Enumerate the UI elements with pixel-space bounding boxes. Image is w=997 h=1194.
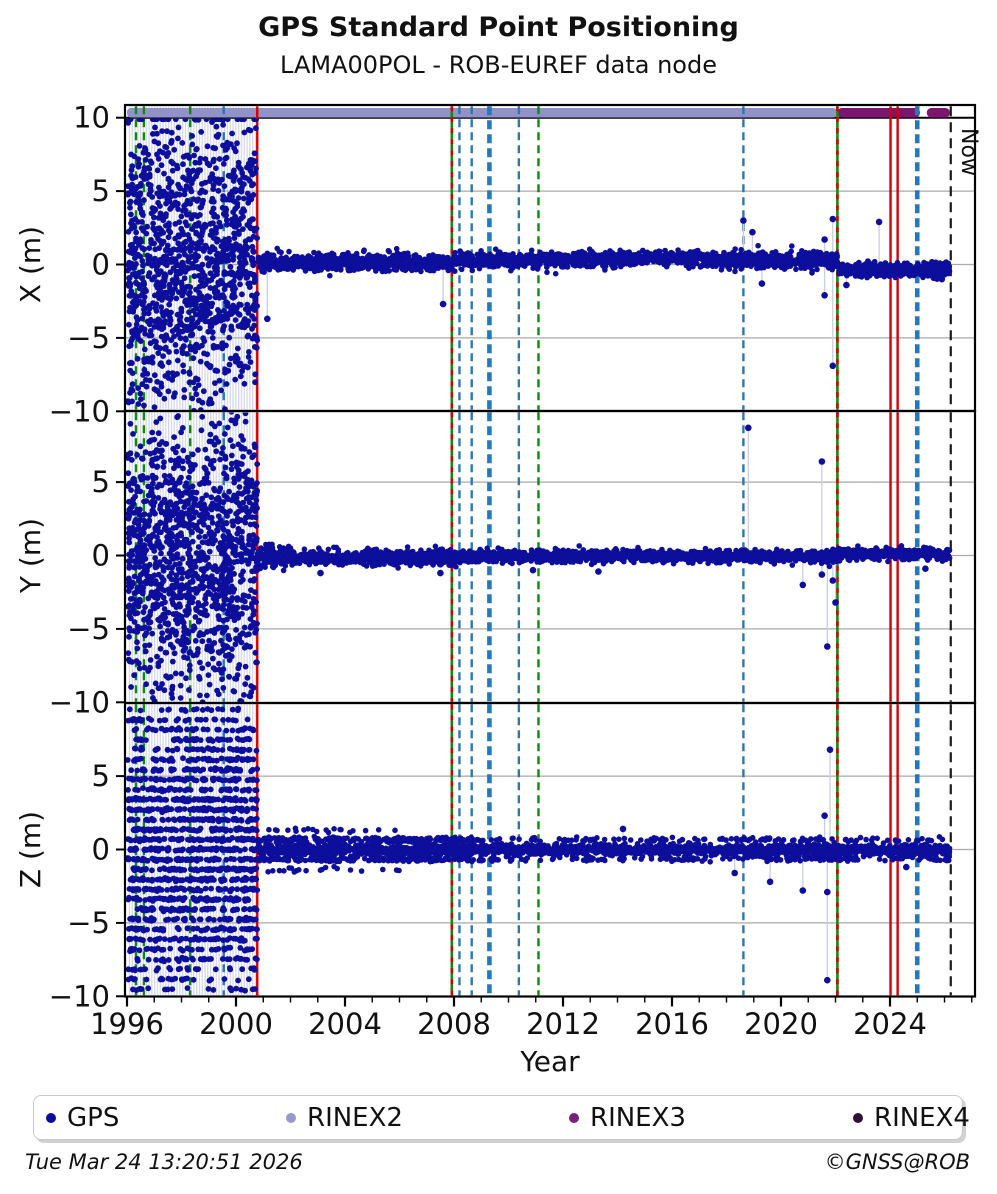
x-axis-title: Year <box>519 1045 580 1078</box>
legend-label: GPS <box>67 1102 120 1133</box>
x-tick-label: 2008 <box>417 1007 491 1041</box>
chart-canvas: Now 10 5 0 −5 −10 X (m) 5 0 −5 −10 Y (m) 5 0 −5 −10 Z (m… <box>14 101 981 1078</box>
gps-points <box>126 412 953 702</box>
y-tick-label: 5 <box>92 465 110 499</box>
y-tick-label: 0 <box>92 248 110 282</box>
rinex2-marker-icon <box>286 1112 296 1123</box>
rinex3-bar <box>837 108 950 118</box>
page-title: GPS Standard Point Positioning <box>258 12 739 43</box>
x-tick-label: 2024 <box>853 1007 927 1041</box>
legend-item-rinex4: RINEX4 <box>853 1096 970 1139</box>
y-tick-label: −5 <box>67 321 110 355</box>
x-tick-label: 2016 <box>635 1007 709 1041</box>
legend-item-rinex3: RINEX3 <box>569 1096 686 1139</box>
now-label: Now <box>956 128 981 176</box>
y-tick-label: 10 <box>73 101 110 135</box>
x-tick-label: 2004 <box>308 1007 382 1041</box>
y-tick-label: −10 <box>49 979 110 1013</box>
y-tick-label: −10 <box>49 394 110 428</box>
x-tick-label: 1996 <box>90 1007 164 1041</box>
legend: GPS RINEX2 RINEX3 RINEX4 <box>33 1095 970 1140</box>
legend-label: RINEX2 <box>307 1102 403 1133</box>
x-tick-label: 2020 <box>744 1007 818 1041</box>
rinex2-bar <box>127 108 837 118</box>
legend-label: RINEX3 <box>590 1102 686 1133</box>
y-tick-label: 5 <box>92 759 110 793</box>
y-axis-title: Y (m) <box>14 518 47 594</box>
y-axis-title: X (m) <box>14 226 47 303</box>
legend-item-gps: GPS <box>46 1096 119 1139</box>
y-axis-title: Z (m) <box>14 811 47 888</box>
y-tick-label: −5 <box>67 906 110 940</box>
page-subtitle: LAMA00POL - ROB-EUREF data node <box>280 51 717 79</box>
credit: ©GNSS@ROB <box>824 1150 970 1174</box>
timestamp: Tue Mar 24 13:20:51 2026 <box>25 1150 303 1174</box>
rinex4-marker-icon <box>853 1112 863 1123</box>
x-tick-label: 2000 <box>199 1007 273 1041</box>
y-tick-label: −10 <box>49 685 110 719</box>
y-tick-label: 0 <box>92 833 110 867</box>
legend-item-rinex2: RINEX2 <box>286 1096 403 1139</box>
legend-label: RINEX4 <box>874 1102 970 1133</box>
gps-points <box>126 118 953 411</box>
rinex3-marker-icon <box>569 1112 579 1123</box>
y-tick-label: −5 <box>67 612 110 646</box>
y-tick-label: 5 <box>92 174 110 208</box>
gps-points <box>126 705 953 994</box>
y-tick-label: 0 <box>92 539 110 573</box>
gps-marker-icon <box>46 1112 56 1123</box>
x-tick-label: 2012 <box>526 1007 600 1041</box>
